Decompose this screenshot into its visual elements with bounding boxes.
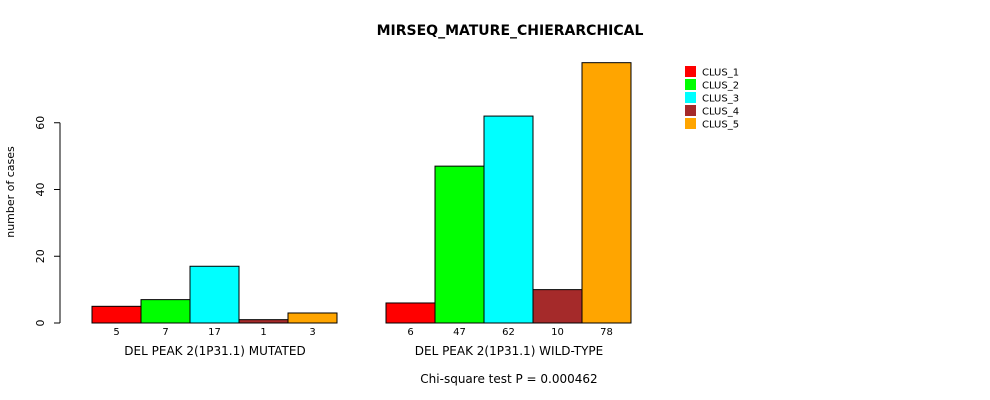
bar-value-label: 78 — [600, 327, 613, 338]
bar-value-label: 47 — [453, 327, 466, 338]
bar-value-label: 62 — [502, 327, 515, 338]
legend-swatch-clus-4 — [685, 105, 696, 116]
y-tick-label: 0 — [34, 320, 47, 327]
bar-value-label: 1 — [260, 327, 266, 338]
bar-value-label: 3 — [309, 327, 315, 338]
bar-clus-4-group-1 — [238, 319, 289, 324]
bar-clus-4-group-2 — [532, 289, 583, 324]
legend-label: CLUS_4 — [702, 107, 739, 118]
legend: CLUS_1 CLUS_2 CLUS_3 CLUS_4 CLUS_5 — [685, 66, 739, 131]
bar-clus-1-group-2 — [385, 302, 436, 324]
y-axis-label: number of cases — [4, 146, 17, 238]
bar-value-label: 5 — [113, 327, 119, 338]
y-tick-label: 60 — [34, 116, 47, 130]
legend-label: CLUS_1 — [702, 68, 739, 79]
legend-swatch-clus-5 — [685, 118, 696, 129]
footnote: Chi-square test P = 0.000462 — [420, 372, 597, 386]
bars — [91, 62, 632, 324]
bar-clus-5-group-2 — [581, 62, 632, 324]
y-tick-label: 40 — [34, 183, 47, 197]
bar-clus-3-group-2 — [483, 115, 534, 324]
legend-swatch-clus-2 — [685, 79, 696, 90]
bar-value-label: 7 — [162, 327, 168, 338]
bar-value-label: 6 — [407, 327, 413, 338]
y-axis: 0 20 40 60 — [34, 116, 61, 327]
bar-clus-1-group-1 — [91, 305, 142, 324]
bar-clus-3-group-1 — [189, 265, 240, 324]
bar-value-label: 10 — [551, 327, 564, 338]
legend-label: CLUS_3 — [702, 94, 739, 105]
bar-clus-2-group-2 — [434, 165, 485, 324]
group-label-mutated: DEL PEAK 2(1P31.1) MUTATED — [124, 344, 305, 358]
group-label-wild-type: DEL PEAK 2(1P31.1) WILD-TYPE — [415, 344, 603, 358]
y-tick-label: 20 — [34, 249, 47, 263]
bar-value-label: 17 — [208, 327, 221, 338]
legend-swatch-clus-3 — [685, 92, 696, 103]
legend-swatch-clus-1 — [685, 66, 696, 77]
legend-label: CLUS_5 — [702, 120, 739, 131]
bar-clus-2-group-1 — [140, 299, 191, 324]
bar-value-labels: 5 7 17 1 3 6 47 62 10 78 — [113, 327, 613, 338]
bar-clus-5-group-1 — [287, 312, 338, 324]
legend-label: CLUS_2 — [702, 81, 739, 92]
chart-title: MIRSEQ_MATURE_CHIERARCHICAL — [377, 23, 644, 39]
